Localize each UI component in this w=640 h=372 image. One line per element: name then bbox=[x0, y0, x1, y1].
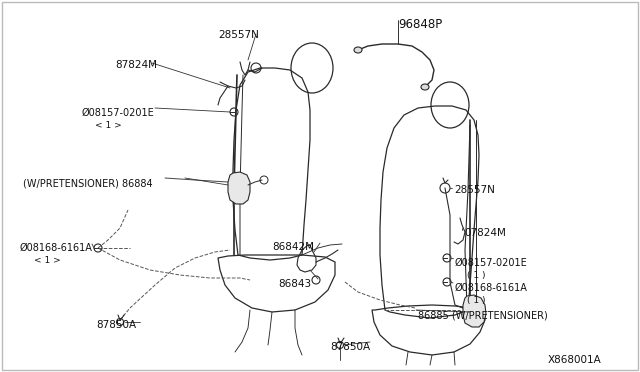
Text: Ø08157-0201E: Ø08157-0201E bbox=[82, 108, 155, 118]
Text: Ø08168-6161A: Ø08168-6161A bbox=[455, 283, 528, 293]
Polygon shape bbox=[228, 172, 250, 204]
Text: 87850A: 87850A bbox=[96, 320, 136, 330]
Text: 86843: 86843 bbox=[278, 279, 311, 289]
Ellipse shape bbox=[354, 47, 362, 53]
Text: Ø08168-6161A: Ø08168-6161A bbox=[20, 243, 93, 253]
Polygon shape bbox=[463, 295, 486, 327]
Text: 86842M: 86842M bbox=[272, 242, 314, 252]
Text: X868001A: X868001A bbox=[548, 355, 602, 365]
Text: < 1 >: < 1 > bbox=[34, 256, 61, 265]
Text: 96848P: 96848P bbox=[398, 18, 442, 31]
Text: < 1 >: < 1 > bbox=[95, 121, 122, 130]
Text: ( 1 ): ( 1 ) bbox=[467, 296, 486, 305]
Text: (W/PRETENSIONER) 86884: (W/PRETENSIONER) 86884 bbox=[23, 178, 152, 188]
Text: 28557N: 28557N bbox=[454, 185, 495, 195]
Text: 87850A: 87850A bbox=[330, 342, 370, 352]
Text: ( 1 ): ( 1 ) bbox=[467, 271, 486, 280]
Text: 86885 (W/PRETENSIONER): 86885 (W/PRETENSIONER) bbox=[418, 310, 548, 320]
Text: 87824M: 87824M bbox=[115, 60, 157, 70]
Text: 28557N: 28557N bbox=[218, 30, 259, 40]
Text: 07824M: 07824M bbox=[464, 228, 506, 238]
Text: Ø08157-0201E: Ø08157-0201E bbox=[455, 258, 528, 268]
Ellipse shape bbox=[421, 84, 429, 90]
